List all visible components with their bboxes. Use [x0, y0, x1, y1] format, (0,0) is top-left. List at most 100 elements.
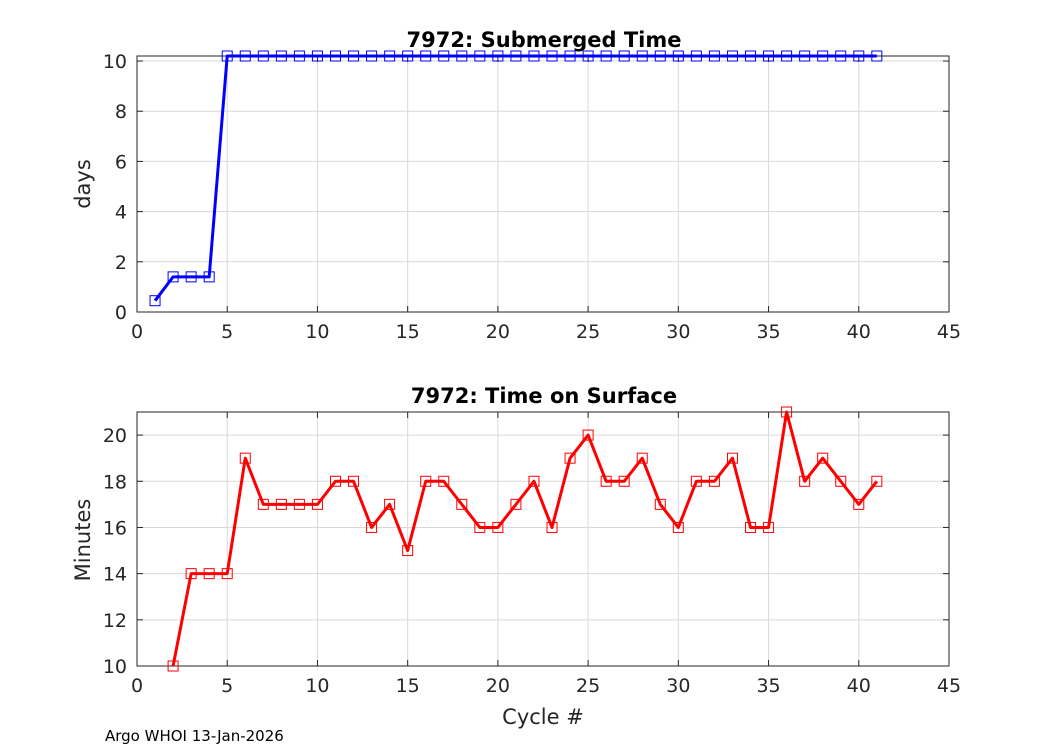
data-point — [546, 50, 558, 62]
data-point — [474, 50, 486, 62]
data-point — [745, 50, 757, 62]
data-point — [817, 452, 829, 464]
data-point — [708, 50, 720, 62]
data-point — [835, 50, 847, 62]
data-point — [528, 475, 540, 487]
data-point — [799, 50, 811, 62]
data-point — [654, 50, 666, 62]
plot-area — [137, 56, 949, 312]
data-point — [275, 50, 287, 62]
data-point — [853, 498, 865, 510]
series-line — [171, 410, 879, 667]
data-point — [690, 50, 702, 62]
submerged-time-chart: 7972: Submerged Time days 0 5 10 15 20 25 30 35… — [71, 28, 961, 343]
x-tick-label: 40 — [847, 675, 871, 697]
x-tick-label: 30 — [666, 675, 690, 697]
y-tick-label: 10 — [103, 51, 127, 73]
data-point — [582, 429, 594, 441]
x-tick-label: 10 — [305, 675, 329, 697]
data-point — [149, 295, 161, 307]
x-tick-label: 40 — [847, 321, 871, 343]
y-tick-label: 4 — [115, 202, 127, 224]
x-tick-label: 25 — [576, 675, 600, 697]
axes-frame — [136, 411, 950, 667]
data-point — [510, 50, 522, 62]
data-point — [582, 50, 594, 62]
data-point — [528, 50, 540, 62]
data-point — [763, 50, 775, 62]
data-point — [618, 475, 630, 487]
data-point — [726, 452, 738, 464]
data-point — [745, 521, 757, 533]
data-point — [564, 452, 576, 464]
data-point — [221, 50, 233, 62]
x-axis-label: Cycle # — [502, 705, 584, 729]
data-point — [311, 498, 323, 510]
x-tick-label: 10 — [305, 321, 329, 343]
data-point — [185, 271, 197, 283]
x-tick-label: 20 — [486, 321, 510, 343]
y-tick-label: 8 — [115, 101, 127, 123]
y-tick-label: 16 — [103, 517, 127, 539]
data-point — [690, 475, 702, 487]
data-point — [618, 50, 630, 62]
data-point — [781, 50, 793, 62]
data-point — [384, 50, 396, 62]
data-point — [600, 475, 612, 487]
data-point — [329, 475, 341, 487]
series-line — [153, 54, 877, 302]
data-point — [672, 50, 684, 62]
data-point — [257, 498, 269, 510]
x-tick-label: 35 — [756, 675, 780, 697]
x-tick-label: 0 — [131, 675, 143, 697]
data-point — [420, 50, 432, 62]
data-point — [600, 50, 612, 62]
data-point — [871, 50, 883, 62]
x-tick-label: 45 — [937, 321, 961, 343]
y-tick-label: 0 — [115, 302, 127, 324]
y-tick-label: 18 — [103, 471, 127, 493]
x-tick-label: 5 — [221, 321, 233, 343]
data-point — [239, 50, 251, 62]
data-point — [203, 271, 215, 283]
data-point — [781, 406, 793, 418]
data-point — [654, 498, 666, 510]
data-point — [185, 568, 197, 580]
data-point — [203, 568, 215, 580]
x-tick-label: 5 — [221, 675, 233, 697]
data-point — [456, 498, 468, 510]
data-point — [293, 50, 305, 62]
data-point — [636, 50, 648, 62]
data-point — [311, 50, 323, 62]
data-point — [726, 50, 738, 62]
data-point — [293, 498, 305, 510]
data-point — [384, 498, 396, 510]
data-point — [492, 50, 504, 62]
x-tick-label: 15 — [396, 675, 420, 697]
data-point — [366, 521, 378, 533]
data-point — [329, 50, 341, 62]
footer-credit: Argo WHOI 13-Jan-2026 — [105, 727, 284, 745]
data-point — [871, 475, 883, 487]
data-point — [402, 50, 414, 62]
data-point — [167, 271, 179, 283]
y-tick-label: 14 — [103, 564, 127, 586]
data-point — [817, 50, 829, 62]
data-point — [420, 475, 432, 487]
data-point — [510, 498, 522, 510]
data-point — [853, 50, 865, 62]
data-point — [221, 568, 233, 580]
data-point — [402, 545, 414, 557]
y-tick-label: 10 — [103, 656, 127, 678]
data-point — [167, 660, 179, 672]
data-point — [257, 50, 269, 62]
data-point — [708, 475, 720, 487]
data-point — [564, 50, 576, 62]
data-point — [275, 498, 287, 510]
y-axis-label: days — [71, 159, 95, 209]
x-tick-label: 20 — [486, 675, 510, 697]
data-point — [474, 521, 486, 533]
x-tick-label: 30 — [666, 321, 690, 343]
y-tick-label: 20 — [103, 425, 127, 447]
